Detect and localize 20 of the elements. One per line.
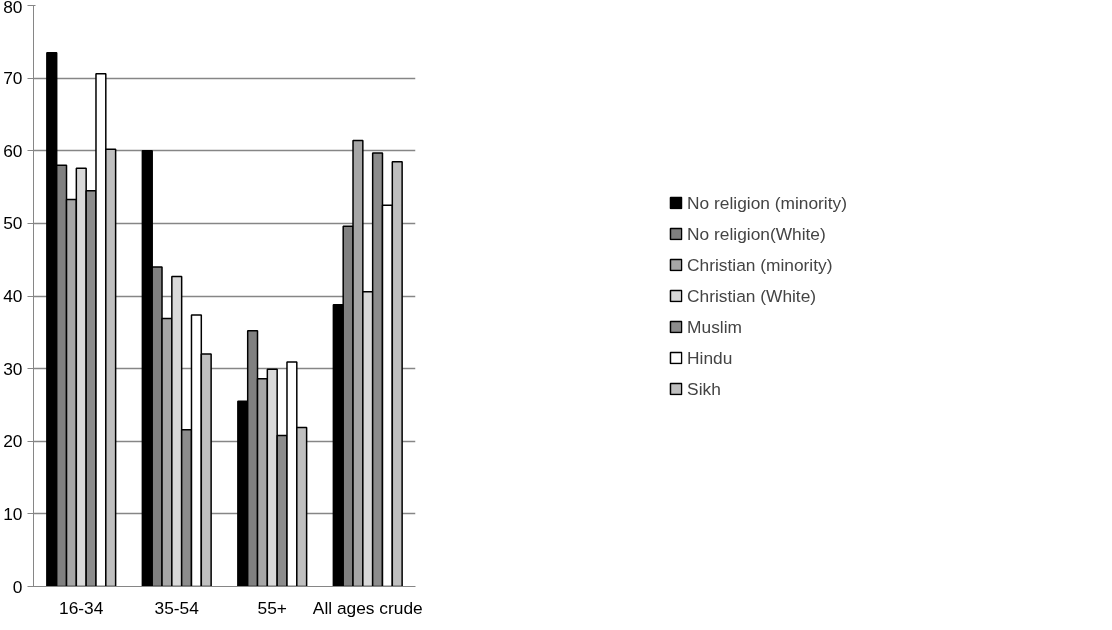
y-tick-label: 30 [3, 358, 23, 379]
legend-label: Sikh [687, 378, 721, 399]
y-tick-label: 50 [3, 213, 23, 234]
y-tick-label: 40 [3, 286, 23, 306]
y-tick-label: 20 [3, 431, 23, 452]
y-tick-label: 0 [12, 576, 23, 597]
x-tick-label: 35-54 [154, 597, 200, 618]
legend-label: No religion (minority) [687, 192, 847, 213]
y-tick-label: 80 [3, 0, 23, 17]
y-tick-label: 70 [3, 68, 23, 89]
y-tick-label: 60 [3, 140, 23, 161]
legend-label: Hindu [687, 347, 733, 368]
x-tick-label: 16-34 [59, 597, 104, 618]
legend-label: Christian (minority) [687, 254, 833, 275]
y-tick-label: 10 [3, 503, 23, 524]
legend-label: No religion(White) [687, 223, 826, 244]
legend-label: Christian (White) [687, 285, 817, 306]
x-tick-label: 55+ [257, 597, 287, 618]
legend-label: Muslim [687, 316, 742, 337]
x-tick-label: All ages crude [312, 597, 423, 618]
